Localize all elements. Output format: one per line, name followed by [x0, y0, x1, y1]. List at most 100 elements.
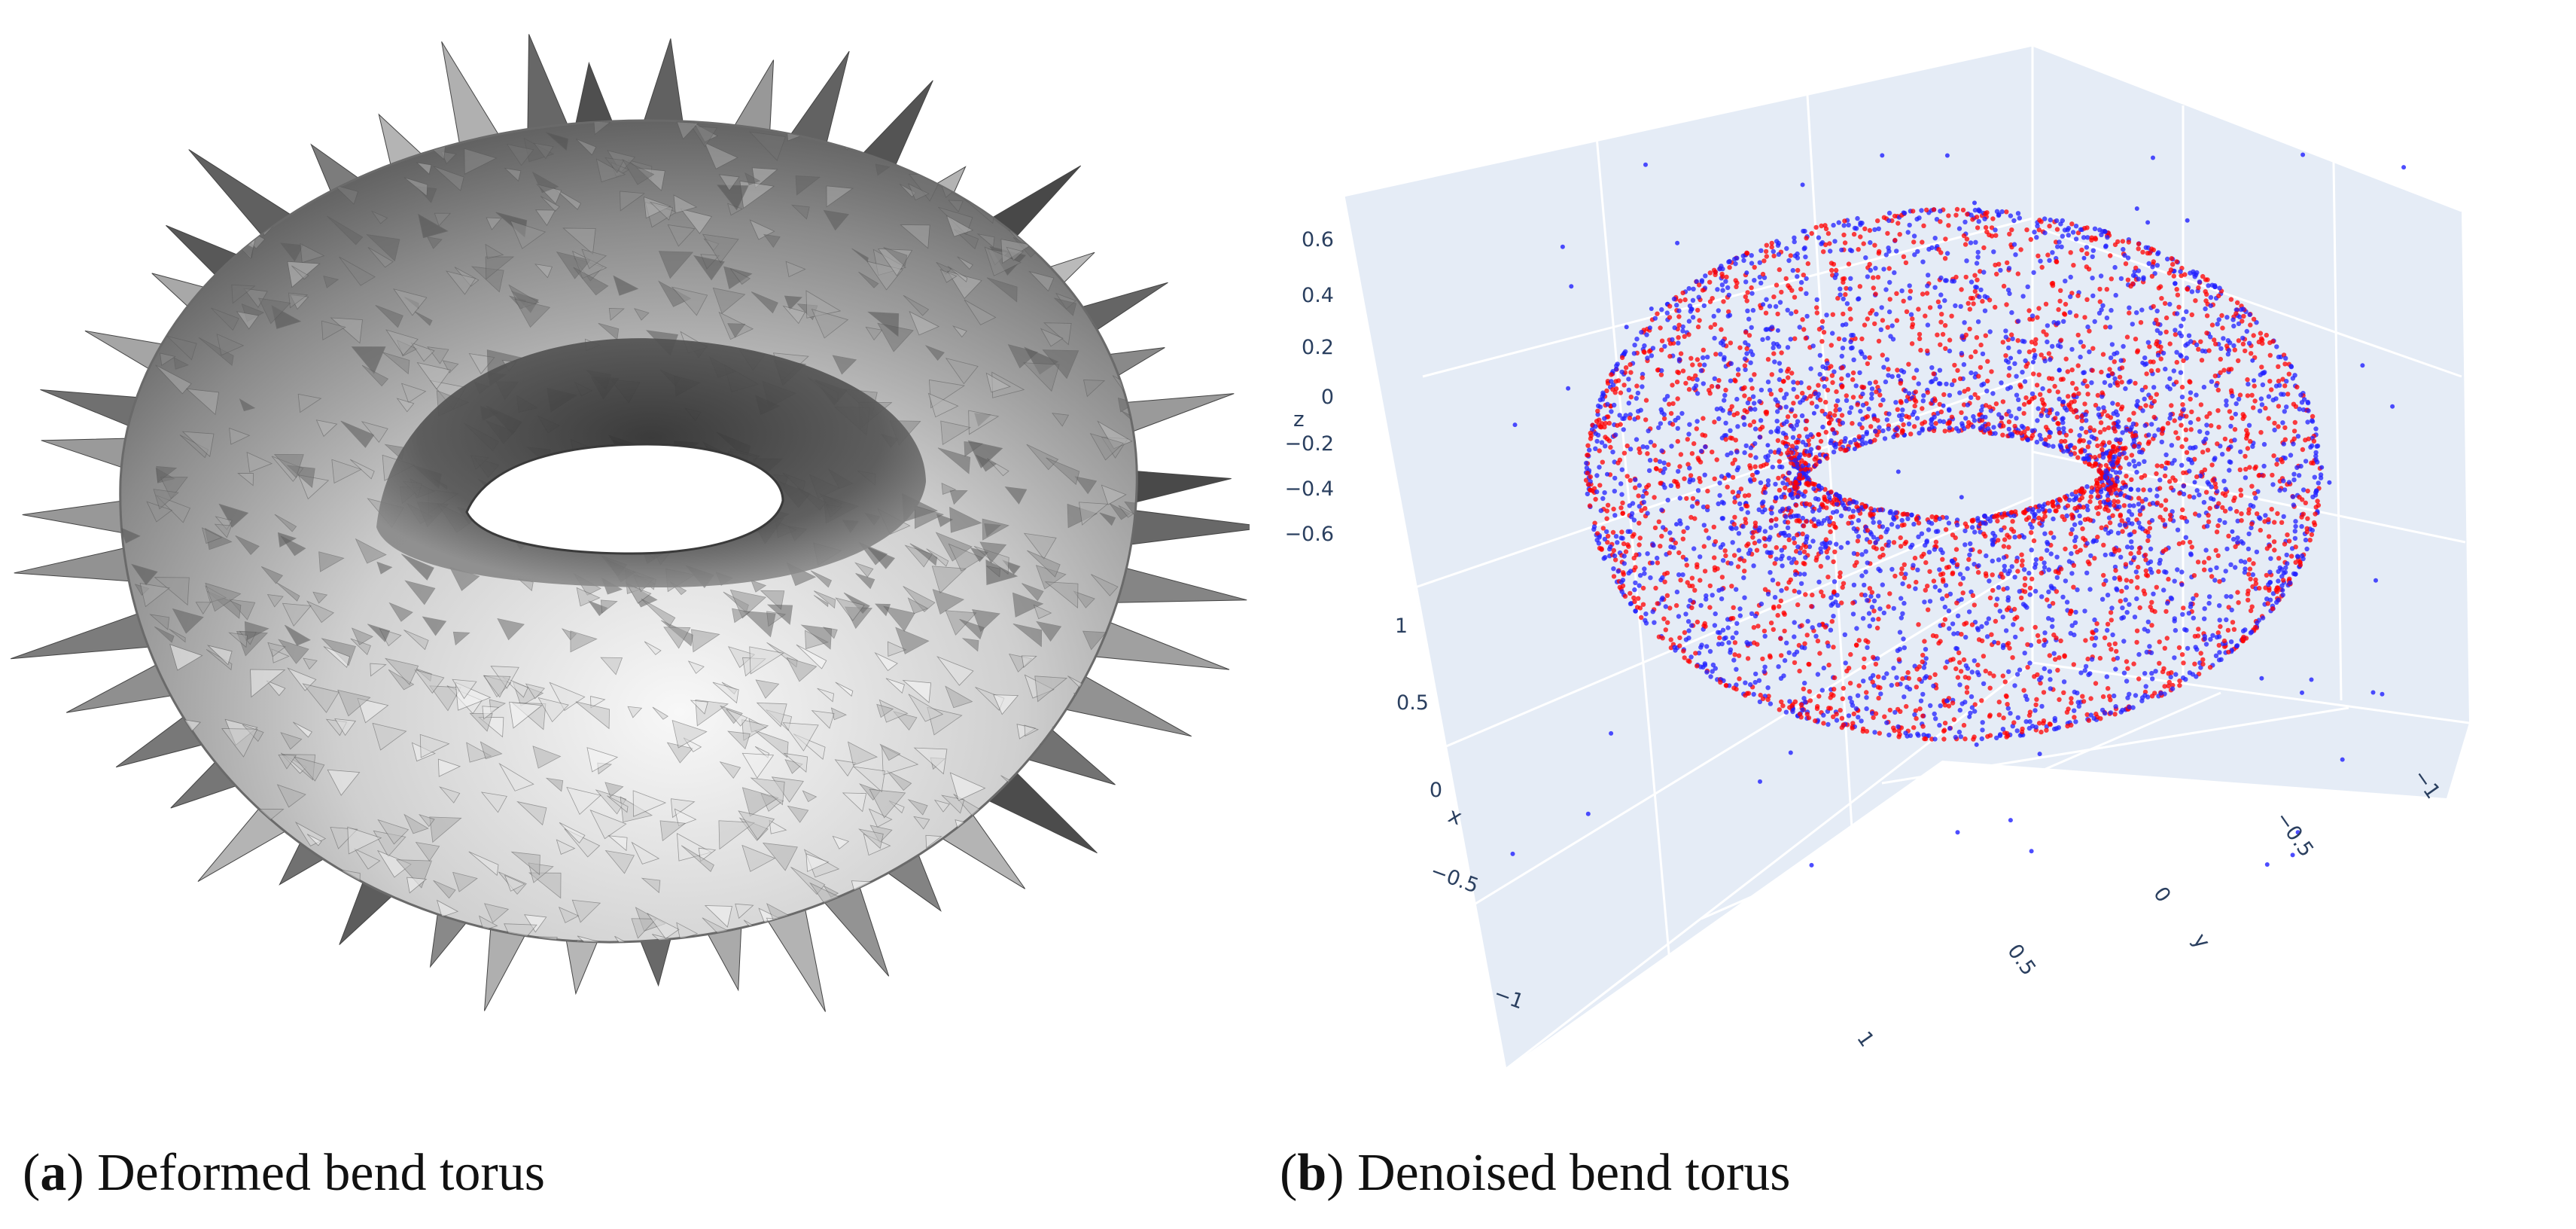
scatter-point [1794, 518, 1799, 523]
scatter-point [2246, 340, 2252, 346]
scatter-point [1673, 479, 1679, 485]
scatter-point [2202, 636, 2208, 642]
scatter-point [1597, 545, 1603, 551]
scatter-point [1899, 413, 1905, 418]
scatter-point [2022, 339, 2027, 344]
facet [312, 591, 328, 604]
scatter-point [1619, 529, 1624, 535]
scatter-point [1975, 319, 1981, 325]
scatter-point [1653, 585, 1658, 591]
scatter-point [2042, 565, 2048, 570]
scatter-point [1893, 400, 1899, 405]
scatter-point [1914, 685, 1919, 690]
facet [159, 352, 176, 366]
scatter-point [2130, 521, 2135, 526]
scatter-point [2170, 682, 2176, 688]
scatter-point [1825, 643, 1831, 648]
scatter-point [2179, 444, 2185, 450]
scatter-point [1880, 582, 1885, 587]
facet [1118, 505, 1134, 518]
scatter-point [1608, 444, 1613, 450]
scatter-point [1957, 660, 1962, 665]
scatter-point [2137, 508, 2142, 514]
scatter-point [2197, 473, 2203, 479]
scatter-point [1912, 252, 1917, 258]
facet [727, 730, 751, 750]
scatter-point [1618, 579, 1624, 585]
scatter-point [1943, 236, 1948, 242]
scatter-point [1688, 306, 1694, 312]
scatter-point [1704, 593, 1709, 599]
scatter-point [2304, 526, 2310, 531]
scatter-point [1731, 553, 1737, 558]
scatter-point [1752, 407, 1758, 412]
scatter-point [1696, 651, 1702, 656]
facet [982, 518, 1009, 541]
scatter-point [1611, 506, 1616, 512]
scatter-point [2166, 679, 2172, 685]
scatter-point [2007, 535, 2012, 540]
scatter-point [2187, 494, 2192, 499]
facet [945, 215, 974, 237]
scatter-point [2109, 276, 2114, 282]
scatter-point [2079, 425, 2084, 432]
scatter-point [1878, 327, 1883, 332]
scatter-point [2118, 523, 2123, 528]
scatter-point [2124, 679, 2130, 684]
facet [607, 835, 628, 852]
scatter-point [1961, 657, 1967, 663]
scatter-point [2051, 632, 2057, 638]
facet [952, 325, 967, 338]
scatter-point [2001, 555, 2007, 560]
scatter-point [1702, 569, 1708, 574]
scatter-point [2082, 448, 2087, 453]
scatter-point [1851, 711, 1856, 717]
scatter-point [2266, 534, 2272, 539]
scatter-point [2080, 694, 2085, 699]
scatter-point [2200, 450, 2206, 455]
scatter-point [1907, 222, 1912, 228]
scatter-point [1980, 351, 1986, 357]
scatter-point [2023, 719, 2029, 724]
scatter-point [1960, 590, 1965, 596]
facet [173, 357, 189, 370]
scatter-point [2124, 659, 2130, 664]
facet [751, 291, 778, 314]
facet [382, 938, 417, 943]
scatter-point [1839, 353, 1844, 359]
scatter-point [1831, 645, 1836, 650]
scatter-point [2174, 287, 2179, 292]
scatter-point [1860, 416, 1865, 422]
scatter-point [2026, 349, 2032, 355]
scatter-point [2009, 310, 2014, 316]
scatter-point [1949, 313, 1954, 319]
facet [900, 224, 930, 249]
scatter-point [2313, 453, 2319, 459]
facet [647, 913, 680, 940]
scatter-point [1822, 384, 1827, 389]
facet [153, 489, 179, 510]
scatter-point [1792, 235, 1797, 240]
scatter-point [1667, 530, 1673, 535]
scatter-point [2259, 364, 2264, 370]
scatter-point [1659, 533, 1664, 539]
scatter-point [2170, 686, 2176, 691]
scatter-point [2005, 641, 2011, 646]
gridline [1475, 571, 2018, 905]
scatter-point [2039, 264, 2045, 270]
scatter-point [2005, 386, 2011, 392]
scatter-point [1864, 431, 1869, 437]
scatter-point [2253, 496, 2258, 501]
scatter-point [1661, 460, 1667, 465]
scatter-point [2197, 493, 2202, 498]
scatter-point [1833, 403, 1839, 408]
scatter-point [1816, 694, 1822, 699]
facet [608, 308, 625, 321]
facet [970, 547, 989, 563]
scatter-point [2124, 428, 2129, 433]
scatter-point [2267, 569, 2273, 575]
scatter-point [1731, 657, 1737, 663]
scatter-point [2115, 499, 2121, 505]
scatter-point [2088, 494, 2093, 499]
scatter-point [1816, 235, 1822, 240]
